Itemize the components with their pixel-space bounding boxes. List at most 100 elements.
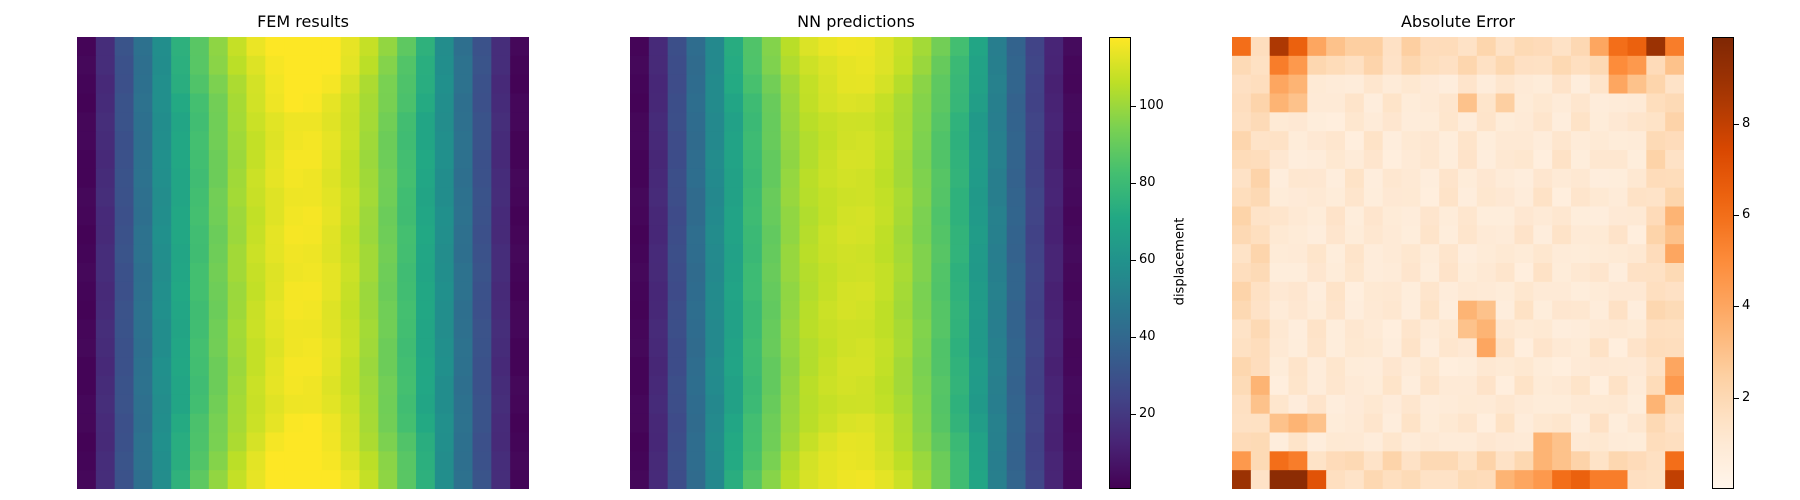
heatmap-cell (987, 432, 1008, 452)
heatmap-cell (818, 225, 838, 245)
heatmap-cell (1458, 338, 1478, 358)
heatmap-cell (630, 93, 650, 113)
heatmap-cell (950, 470, 970, 489)
heatmap-cell (359, 394, 379, 415)
heatmap-cell (893, 131, 914, 151)
heatmap-cell (1439, 187, 1459, 208)
heatmap-cell (284, 338, 304, 358)
heatmap-cell (1646, 55, 1666, 76)
heatmap-cell (705, 244, 725, 264)
heatmap-cell (1006, 263, 1027, 283)
heatmap-cell (1646, 470, 1666, 489)
heatmap-cell (761, 74, 782, 95)
heatmap-cell (1458, 131, 1478, 151)
heatmap-cell (208, 112, 229, 132)
heatmap-cell (133, 357, 153, 377)
heatmap-cell (1326, 281, 1346, 302)
heatmap-cell (491, 150, 511, 170)
heatmap-cell (1363, 93, 1384, 113)
heatmap-cell (987, 263, 1008, 283)
heatmap-cell (114, 319, 135, 339)
heatmap-cell (1250, 338, 1271, 358)
heatmap-cell (114, 432, 135, 452)
heatmap-cell (378, 413, 398, 434)
heatmap-cell (472, 451, 492, 471)
heatmap-cell (434, 338, 455, 358)
heatmap-cell (340, 432, 361, 452)
heatmap-cell (630, 131, 650, 151)
heatmap-cell (510, 150, 529, 170)
heatmap-cell (686, 432, 706, 452)
heatmap-cell (893, 394, 914, 415)
heatmap-cell (987, 281, 1008, 302)
heatmap-cell (724, 225, 744, 245)
heatmap-cell (931, 413, 951, 434)
heatmap-cell (510, 376, 529, 396)
heatmap-cell (893, 168, 914, 189)
heatmap-cell (705, 338, 725, 358)
heatmap-cell (340, 74, 361, 95)
heatmap-cell (1646, 168, 1666, 189)
heatmap-cell (152, 281, 172, 302)
heatmap-cell (321, 376, 342, 396)
heatmap-cell (472, 206, 492, 226)
heatmap-cell (743, 338, 763, 358)
heatmap-cell (1006, 432, 1027, 452)
heatmap-cell (856, 451, 876, 471)
heatmap-cell (1044, 338, 1064, 358)
heatmap-cell (208, 168, 229, 189)
heatmap-cell (1232, 300, 1252, 321)
heatmap-cell (510, 206, 529, 226)
heatmap-cell (152, 206, 172, 226)
heatmap-cell (378, 55, 398, 76)
heatmap-cell (95, 394, 116, 415)
heatmap-cell (1269, 150, 1290, 170)
heatmap-cell (950, 244, 970, 264)
heatmap-cell (1307, 168, 1327, 189)
heatmap-cell (359, 244, 379, 264)
heatmap-cell (491, 470, 511, 489)
heatmap-cell (472, 470, 492, 489)
heatmap-cell (434, 112, 455, 132)
heatmap-cell (1269, 112, 1290, 132)
heatmap-cell (780, 319, 801, 339)
heatmap-cell (705, 432, 725, 452)
heatmap-cell (1627, 244, 1647, 264)
heatmap-cell (1288, 376, 1308, 396)
heatmap-cell (453, 413, 474, 434)
heatmap-cell (1269, 37, 1290, 57)
heatmap-cell (1250, 263, 1271, 283)
heatmap-cell (705, 300, 725, 321)
heatmap-cell (1326, 357, 1346, 377)
heatmap-cell (227, 338, 248, 358)
heatmap-cell (1269, 338, 1290, 358)
heatmap-cell (837, 263, 857, 283)
heatmap-cell (152, 394, 172, 415)
heatmap-cell (1533, 470, 1553, 489)
heatmap-cell (77, 300, 97, 321)
heatmap-cell (1269, 319, 1290, 339)
heatmap-cell (1552, 413, 1572, 434)
heatmap-cell (1420, 225, 1440, 245)
heatmap-cell (1326, 394, 1346, 415)
heatmap-cell (1458, 263, 1478, 283)
heatmap-cell (969, 93, 989, 113)
heatmap-cell (378, 112, 398, 132)
heatmap-cell (114, 150, 135, 170)
heatmap-cell (1006, 112, 1027, 132)
heatmap-cell (491, 319, 511, 339)
heatmap-cell (874, 263, 895, 283)
heatmap-cell (397, 413, 417, 434)
heatmap-cell (246, 244, 266, 264)
heatmap-cell (1646, 112, 1666, 132)
heatmap-cell (648, 206, 669, 226)
heatmap-cell (95, 168, 116, 189)
heatmap-cell (743, 112, 763, 132)
heatmap-cell (246, 394, 266, 415)
heatmap-cell (133, 131, 153, 151)
heatmap-cell (114, 225, 135, 245)
heatmap-cell (152, 338, 172, 358)
heatmap-cell (171, 413, 191, 434)
heatmap-cell (1458, 432, 1478, 452)
heatmap-cell (1025, 281, 1045, 302)
